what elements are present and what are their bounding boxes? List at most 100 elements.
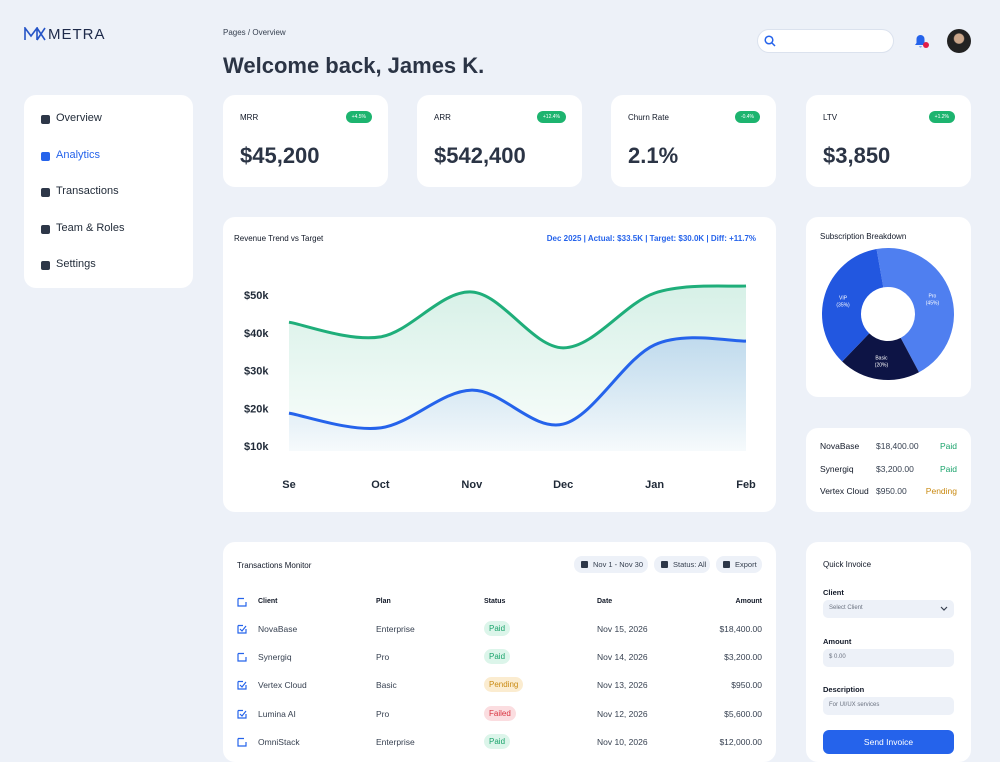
slice-label: VIP: [839, 295, 848, 301]
checkbox[interactable]: [237, 709, 247, 719]
field-placeholder: $ 0.00: [829, 653, 846, 660]
table-cell: Nov 10, 2026: [597, 736, 648, 747]
filter-icon: [581, 561, 588, 568]
revenue-chart: Revenue Trend vs Target Dec 2025 | Actual…: [234, 234, 756, 491]
payment-client: NovaBase: [820, 441, 860, 451]
filter-chip[interactable]: Status: All: [654, 556, 710, 573]
filter-chip[interactable]: Export: [716, 556, 762, 573]
filter-icon: [661, 561, 668, 568]
checkbox[interactable]: [237, 624, 247, 634]
chart-title: Revenue Trend vs Target: [234, 234, 324, 243]
nav-item[interactable]: Transactions: [56, 185, 119, 197]
checkbox-box: [237, 681, 247, 690]
kpi-label: MRR: [240, 113, 259, 122]
search-glass: [764, 35, 774, 45]
input[interactable]: For UI/UX services: [823, 697, 954, 715]
checkbox[interactable]: [237, 652, 247, 662]
status-pill: Paid: [484, 733, 511, 749]
nav-item[interactable]: Team & Roles: [56, 221, 125, 234]
series-line: [288, 284, 747, 350]
subscription-chart: Subscription Breakdown Pro(45%) Basic(20%)…: [820, 232, 954, 380]
checkbox[interactable]: [237, 680, 247, 690]
checkbox[interactable]: [237, 597, 247, 607]
table-cell: $12,000.00: [719, 736, 762, 747]
revenue-card: Revenue Trend vs Target Dec 2025 | Actual…: [223, 217, 776, 512]
nav-item[interactable]: Settings: [56, 258, 96, 270]
chevron: [940, 606, 948, 611]
table-cell: Enterprise: [376, 736, 415, 747]
pie-slice: [842, 333, 919, 380]
send-button[interactable]: Send Invoice: [823, 730, 954, 754]
table-cell: $950.00: [731, 680, 762, 691]
filter-icon: [723, 561, 730, 568]
table-cell: Basic: [376, 680, 397, 691]
table-cell: Enterprise: [376, 624, 415, 634]
slice-label: Pro: [929, 294, 937, 300]
checkbox[interactable]: [237, 737, 247, 747]
y-tick-label: $40k: [244, 328, 269, 340]
checkbox-box: [237, 653, 247, 662]
bell-icon[interactable]: [912, 32, 930, 50]
table-cell: $18,400.00: [719, 624, 762, 634]
table-cell: Vertex Cloud: [258, 680, 307, 691]
table-header: Amount: [735, 598, 762, 605]
avatar[interactable]: [947, 29, 971, 53]
nav-item[interactable]: Overview: [56, 112, 102, 124]
kpi-label: Churn Rate: [628, 113, 669, 122]
table-cell: Nov 12, 2026: [597, 708, 648, 719]
table-cell: Pro: [376, 708, 390, 719]
kpi-value: $3,850: [823, 143, 891, 168]
table-header: Date: [597, 598, 613, 605]
nav-item[interactable]: Analytics: [56, 148, 101, 161]
table-cell: Nov 13, 2026: [597, 680, 648, 691]
nav-icon: [41, 261, 50, 270]
pie-slice: [822, 249, 884, 362]
kpi-change: +1.2%: [928, 111, 955, 123]
bell-dot: [923, 42, 929, 48]
field-placeholder: Select Client: [829, 605, 863, 611]
filter-chip[interactable]: Nov 1 - Nov 30: [574, 556, 648, 573]
x-tick-label: Jan: [645, 479, 664, 491]
table-cell: Nov 15, 2026: [597, 624, 648, 634]
field-placeholder: For UI/UX services: [829, 702, 880, 708]
x-tick-label: Feb: [736, 479, 756, 491]
chevron-path: [940, 606, 948, 611]
invoice-card: Quick Invoice Client Select Client Amount $ …: [806, 542, 971, 762]
y-tick-label: $30k: [244, 366, 269, 378]
kpi-value: 2.1%: [628, 143, 679, 168]
payment-amount: $18,400.00: [876, 441, 919, 451]
x-tick-label: Nov: [461, 479, 483, 491]
status-pill: Paid: [484, 649, 511, 665]
table-cell: Pro: [376, 652, 390, 663]
chart-title: Subscription Breakdown: [820, 232, 906, 241]
y-tick-label: $50k: [244, 290, 269, 302]
input[interactable]: Select Client: [823, 600, 954, 618]
field-label: Description: [823, 685, 865, 694]
payment-amount: $950.00: [876, 486, 907, 496]
invoice-title: Quick Invoice: [823, 560, 872, 569]
table-title: Transactions Monitor: [237, 561, 312, 570]
table-header: Client: [258, 598, 278, 605]
payment-status: Pending: [925, 486, 957, 496]
table-header: Status: [484, 598, 506, 605]
table-cell: Lumina AI: [258, 708, 296, 719]
checkbox-top: [238, 681, 247, 689]
chart-annotation: Dec 2025 | Actual: $33.5K | Target: $30.…: [547, 234, 756, 243]
checkbox-box: [237, 710, 247, 719]
input[interactable]: $ 0.00: [823, 648, 954, 667]
slice-value-label: (45%): [926, 301, 940, 307]
kpi-label: LTV: [823, 113, 838, 122]
kpi-value: $542,400: [434, 143, 526, 168]
series-line: [288, 336, 747, 430]
filter-label: Export: [735, 560, 757, 569]
kpi-change: +4.5%: [345, 111, 372, 123]
kpi-change: -0.4%: [734, 111, 760, 123]
field-label: Client: [823, 588, 844, 597]
kpi-change: +12.4%: [536, 111, 566, 123]
search-box[interactable]: [757, 29, 894, 53]
checkbox-box: [237, 625, 247, 634]
pie-slice: [876, 248, 954, 373]
nav-icon: [41, 224, 50, 234]
x-tick-label: Oct: [371, 479, 390, 491]
sidebar: Overview Analytics Transactions Team & Role…: [24, 95, 193, 288]
